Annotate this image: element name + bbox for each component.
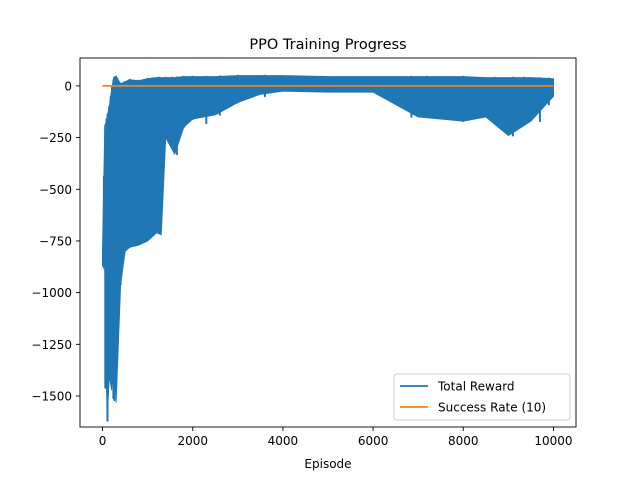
x-tick-label: 4000 [268, 434, 299, 448]
legend: Total Reward Success Rate (10) [393, 373, 571, 421]
plot-area [102, 74, 554, 422]
y-tick-label: −250 [39, 131, 72, 145]
y-tick-label: −1500 [31, 389, 72, 403]
x-tick-label: 6000 [358, 434, 389, 448]
x-tick-label: 0 [99, 434, 107, 448]
axes-border [79, 57, 577, 428]
x-axis: 0 2000 4000 6000 8000 10000 [99, 427, 573, 448]
y-tick-label: −750 [39, 234, 72, 248]
y-tick-label: −500 [39, 183, 72, 197]
y-tick-label: −1250 [31, 338, 72, 352]
chart-title: PPO Training Progress [249, 37, 406, 53]
y-tick-label: 0 [64, 79, 72, 93]
legend-label: Total Reward [437, 380, 515, 394]
legend-box [393, 373, 571, 421]
legend-label: Success Rate (10) [438, 401, 546, 415]
axes-frame [79, 57, 577, 428]
x-tick-label: 8000 [448, 434, 479, 448]
x-tick-label: 2000 [177, 434, 208, 448]
x-axis-label: Episode [304, 457, 351, 471]
y-axis: 0 −250 −500 −750 −1000 −1250 −1500 [31, 79, 80, 403]
x-tick-label: 10000 [534, 434, 572, 448]
y-tick-label: −1000 [31, 286, 72, 300]
